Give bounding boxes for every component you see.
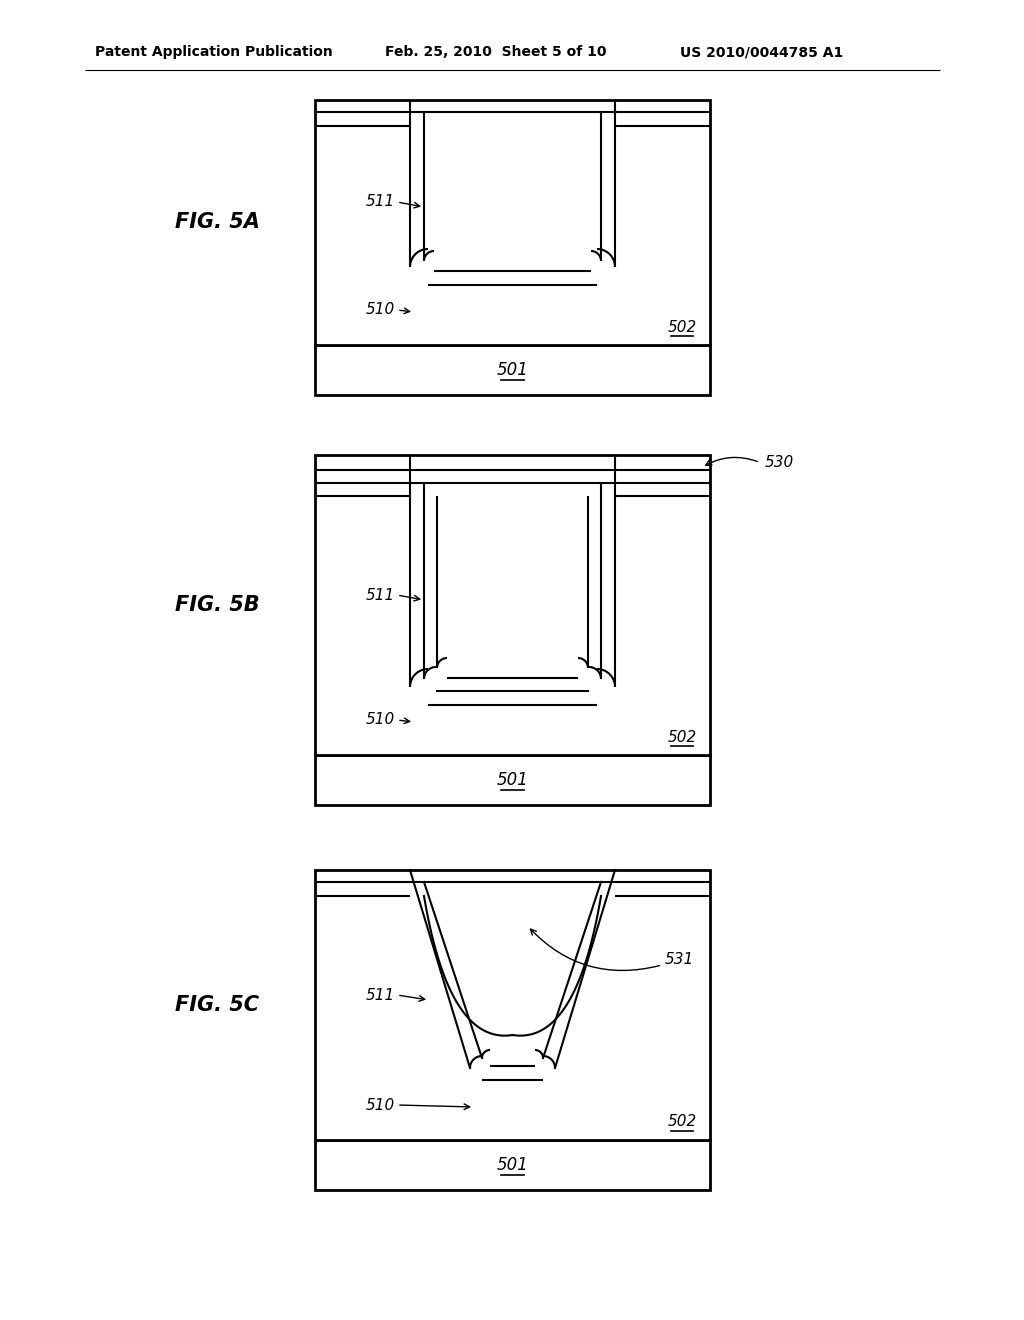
Bar xyxy=(315,345,710,395)
Text: 502: 502 xyxy=(668,319,696,334)
Text: US 2010/0044785 A1: US 2010/0044785 A1 xyxy=(680,45,843,59)
Text: FIG. 5B: FIG. 5B xyxy=(175,595,260,615)
Text: 501: 501 xyxy=(497,1156,528,1173)
Bar xyxy=(315,755,710,805)
Text: 502: 502 xyxy=(668,730,696,744)
Text: 510: 510 xyxy=(366,1097,395,1113)
Text: 511: 511 xyxy=(366,987,395,1002)
Text: 501: 501 xyxy=(497,360,528,379)
Bar xyxy=(315,1140,710,1191)
Text: FIG. 5A: FIG. 5A xyxy=(175,213,260,232)
Text: FIG. 5C: FIG. 5C xyxy=(175,995,259,1015)
Bar xyxy=(315,455,710,755)
Text: 501: 501 xyxy=(497,771,528,789)
Text: Patent Application Publication: Patent Application Publication xyxy=(95,45,333,59)
Bar xyxy=(315,100,710,345)
Text: 510: 510 xyxy=(366,302,395,318)
Text: 530: 530 xyxy=(765,455,795,470)
Text: 511: 511 xyxy=(366,194,395,210)
Text: 531: 531 xyxy=(665,953,694,968)
Bar xyxy=(315,870,710,1140)
Text: 502: 502 xyxy=(668,1114,696,1130)
Text: Feb. 25, 2010  Sheet 5 of 10: Feb. 25, 2010 Sheet 5 of 10 xyxy=(385,45,606,59)
Text: 511: 511 xyxy=(366,587,395,602)
Text: 510: 510 xyxy=(366,713,395,727)
